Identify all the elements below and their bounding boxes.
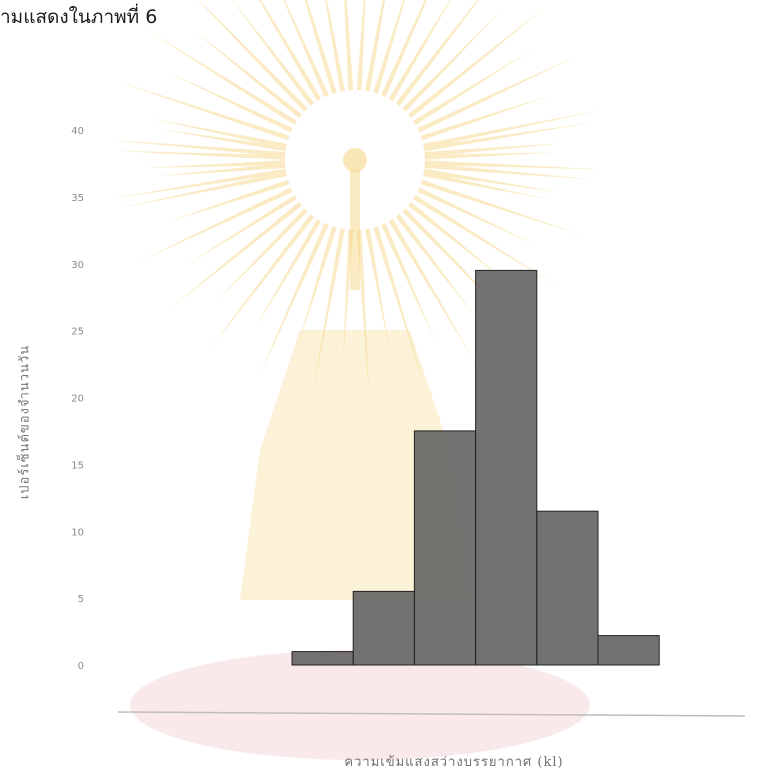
y-tick-label: 20 (71, 394, 84, 405)
bar-5 (536, 510, 599, 666)
y-tick-label: 35 (71, 193, 84, 204)
y-tick-label: 15 (71, 460, 84, 471)
y-tick-label: 5 (78, 594, 84, 605)
bar-1 (291, 651, 354, 666)
x-axis-line (117, 711, 746, 717)
bar-2 (352, 590, 415, 666)
y-tick-label: 10 (71, 527, 84, 538)
bar-3 (413, 430, 477, 666)
y-tick-label: 30 (71, 260, 84, 271)
bar-6 (597, 635, 660, 666)
page-heading: ามแสดงในภาพที่ 6 (0, 6, 158, 28)
bar-4 (475, 269, 538, 666)
x-axis-label: ความเข้มแสงสว่างบรรยากาศ (kl) (344, 755, 564, 770)
bars-group (291, 269, 660, 666)
y-tick-label: 0 (78, 661, 84, 672)
y-axis-label: เปอร์เซ็นต์ของจำนวนวัน (17, 344, 33, 500)
y-axis-ticks: 0 5 10 15 20 25 30 35 40 (71, 126, 84, 672)
y-tick-label: 40 (71, 126, 84, 137)
y-tick-label: 25 (71, 327, 84, 338)
